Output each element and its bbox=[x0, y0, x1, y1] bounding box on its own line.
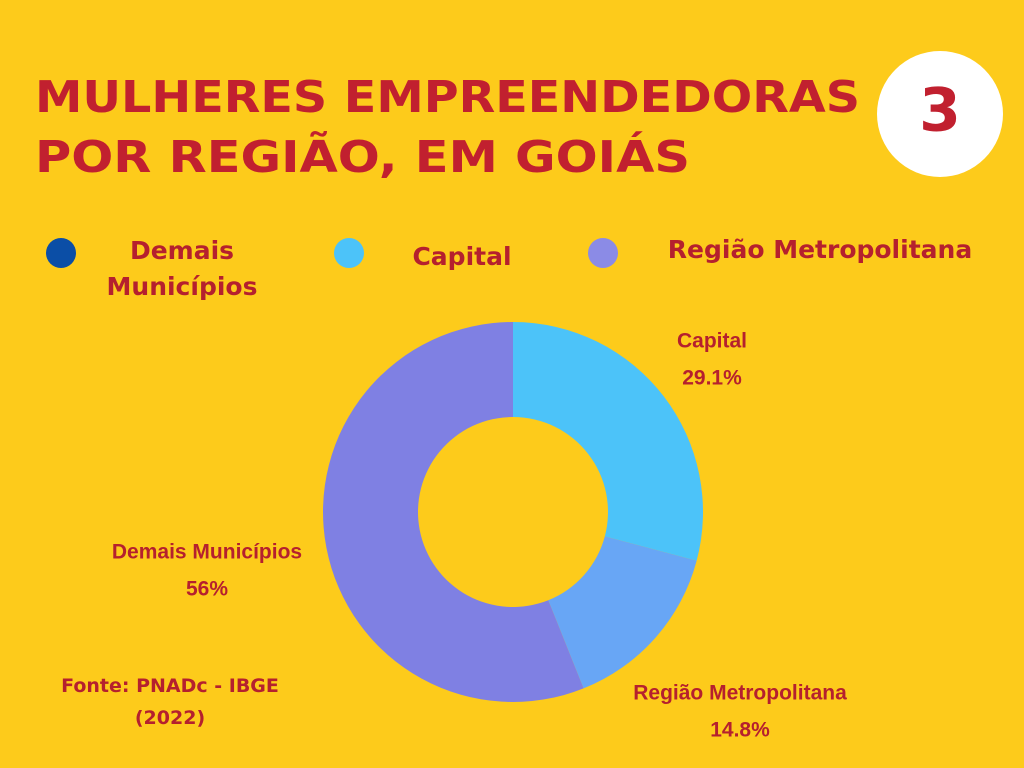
slice-value-label: 56% bbox=[186, 578, 228, 601]
legend-marker bbox=[46, 238, 76, 268]
source-note: Fonte: PNADc - IBGE (2022) bbox=[61, 675, 279, 729]
legend-label: Região Metropolitana bbox=[668, 235, 972, 264]
donut-slice bbox=[323, 322, 584, 703]
slice-category-label: Região Metropolitana bbox=[633, 682, 847, 705]
legend-marker bbox=[334, 238, 364, 268]
text-line: Municípios bbox=[107, 272, 258, 301]
text-line: Fonte: PNADc - IBGE bbox=[61, 675, 279, 697]
slice-category-label: Capital bbox=[677, 330, 747, 353]
badge-number: 3 bbox=[919, 76, 961, 146]
slice-value-label: 29.1% bbox=[682, 367, 742, 390]
text-line: (2022) bbox=[135, 707, 205, 729]
legend-marker bbox=[588, 238, 618, 268]
chart-title: MULHERES EMPREENDEDORAS bbox=[35, 72, 860, 123]
text-line: Demais bbox=[130, 236, 234, 265]
chart-title: POR REGIÃO, EM GOIÁS bbox=[35, 130, 690, 183]
donut-slice bbox=[548, 536, 697, 689]
slice-value-label: 14.8% bbox=[710, 719, 770, 742]
legend-label: Capital bbox=[412, 242, 511, 271]
slice-category-label: Demais Municípios bbox=[112, 541, 302, 564]
badge-circle bbox=[877, 51, 1003, 177]
donut-slice bbox=[513, 322, 703, 561]
legend-label: Demais Municípios bbox=[107, 236, 258, 301]
